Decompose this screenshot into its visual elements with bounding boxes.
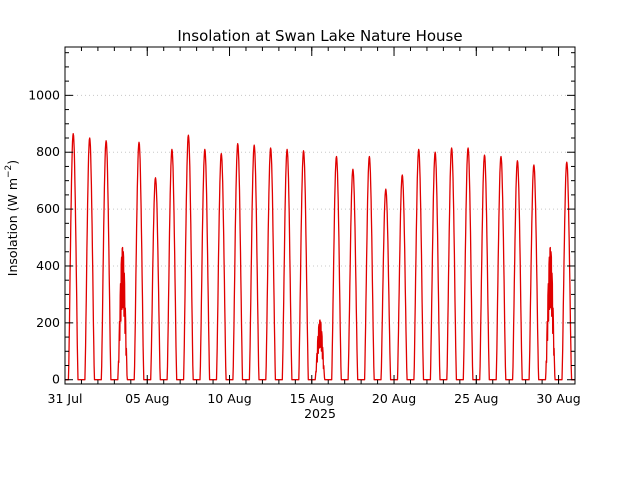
- plot-frame: [64, 46, 576, 385]
- x-tick-label: 20 Aug: [372, 391, 416, 406]
- x-tick-label: 25 Aug: [454, 391, 498, 406]
- insolation-series-line: [64, 133, 576, 381]
- grid-lines: [65, 94, 575, 324]
- y-tick-label: 1000: [28, 87, 60, 102]
- y-tick-label: 600: [36, 201, 60, 216]
- y-axis-label-exponent: −2: [4, 165, 14, 178]
- y-tick-label: 200: [36, 315, 60, 330]
- x-tick-label: 10 Aug: [207, 391, 251, 406]
- axes: [64, 46, 576, 385]
- y-axis-label-prefix: Insolation (W m: [5, 178, 20, 276]
- series-layer: [64, 133, 576, 381]
- y-tick-label: 0: [52, 372, 60, 387]
- x-tick-label: 30 Aug: [536, 391, 580, 406]
- x-tick-label: 05 Aug: [125, 391, 169, 406]
- y-tick-label: 400: [36, 258, 60, 273]
- x-tick-label: 31 Jul: [48, 391, 83, 406]
- y-tick-label: 800: [36, 144, 60, 159]
- y-axis-label-suffix: ): [5, 160, 20, 165]
- y-axis-label: Insolation (W m−2): [4, 160, 20, 276]
- x-tick-label: 15 Aug: [290, 391, 334, 406]
- tick-labels: 0 200 400 600 800 1000 31 Jul 05 Aug 10 Aug 15 Au…: [28, 87, 581, 406]
- x-axis-label: 2025: [304, 406, 336, 421]
- chart-title: Insolation at Swan Lake Nature House: [177, 27, 462, 45]
